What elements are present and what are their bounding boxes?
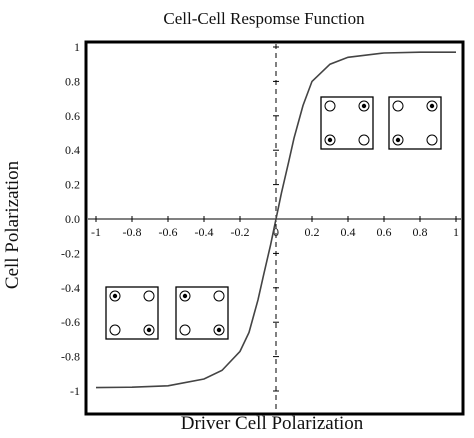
y-tick-label: 0.0 [65,212,80,226]
electron-dot [216,327,222,333]
y-tick-label: -0.8 [61,350,80,364]
cell-state-negative-a [105,286,159,340]
x-tick-label: 0.6 [377,225,392,239]
electron-dot [182,293,188,299]
x-tick-label: -0.6 [159,225,178,239]
x-tick-label: 1 [453,225,459,239]
cell-state-negative-b [175,286,229,340]
x-tick-label: -0.4 [195,225,214,239]
ticks-layer: -1 -0.8 -0.6 -0.4 -0.2 0 0.2 0.4 0.6 0.8 1 1 0.8 0.6 0… [61,40,459,398]
cell-state-positive-b [388,96,442,150]
electron-dot [395,137,401,143]
x-tick-label: 0.2 [305,225,320,239]
x-tick-label: 0.8 [413,225,428,239]
response-curve [95,51,456,389]
y-tick-label: -0.4 [61,281,80,295]
quantum-dot [392,100,404,112]
quantum-dot [426,134,438,146]
y-tick-label: 0.2 [65,178,80,192]
x-tick-label: -1 [91,225,101,239]
y-tick-label: -1 [70,384,80,398]
quantum-dot [324,100,336,112]
quantum-dot [179,324,191,336]
electron-dot [327,137,333,143]
y-tick-label: 0.6 [65,109,80,123]
plot-frame [84,40,465,416]
y-tick-label: 1 [74,40,80,54]
y-tick-label: 0.4 [65,143,80,157]
y-tick-label: 0.8 [65,74,80,88]
electron-dot [429,103,435,109]
electron-dot [112,293,118,299]
x-axis-label: Driver Cell Polarization [181,413,364,434]
x-tick-label: -0.8 [123,225,142,239]
electron-dot [146,327,152,333]
x-tick-label: 0 [273,225,279,239]
quantum-dot [143,290,155,302]
quantum-dot [213,290,225,302]
x-tick-label: -0.2 [231,225,250,239]
quantum-dot [109,324,121,336]
insets-layer [105,96,442,340]
cell-state-positive-a [320,96,374,150]
x-tick-label: 0.4 [341,225,356,239]
y-tick-label: -0.6 [61,315,80,329]
y-tick-label: -0.2 [61,246,80,260]
quantum-dot [358,134,370,146]
chart-title: Cell-Cell Respomse Function [163,9,365,28]
y-axis-label: Cell Polarization [2,160,23,289]
electron-dot [361,103,367,109]
